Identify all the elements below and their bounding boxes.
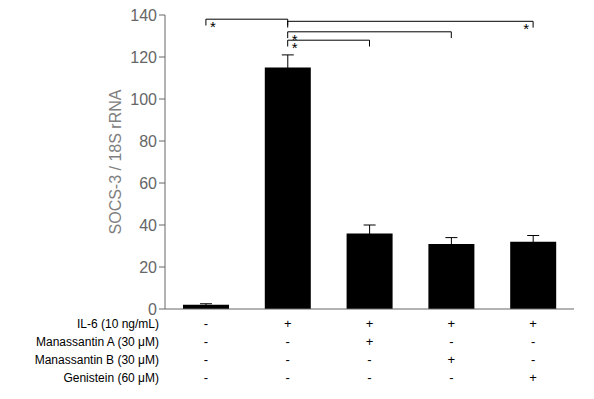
svg-text:SOCS-3 / 18S rRNA: SOCS-3 / 18S rRNA	[107, 89, 124, 234]
svg-text:IL-6 (10 ng/mL): IL-6 (10 ng/mL)	[77, 317, 159, 331]
svg-text:Manassantin A (30 μM): Manassantin A (30 μM)	[36, 335, 159, 349]
svg-text:Manassantin B (30 μM): Manassantin B (30 μM)	[35, 353, 159, 367]
svg-text:-: -	[449, 334, 453, 349]
svg-text:-: -	[286, 352, 290, 367]
svg-text:*: *	[523, 20, 529, 37]
svg-text:20: 20	[139, 259, 157, 276]
svg-text:-: -	[204, 352, 208, 367]
svg-text:-: -	[449, 370, 453, 385]
svg-text:40: 40	[139, 217, 157, 234]
svg-text:+: +	[448, 316, 456, 331]
svg-text:140: 140	[130, 7, 157, 24]
svg-text:80: 80	[139, 133, 157, 150]
svg-text:0: 0	[148, 301, 157, 318]
svg-text:+: +	[366, 334, 374, 349]
svg-text:Genistein (60 μM): Genistein (60 μM)	[63, 371, 159, 385]
svg-text:+: +	[366, 316, 374, 331]
svg-text:*: *	[292, 31, 298, 48]
svg-text:+: +	[284, 316, 292, 331]
svg-text:60: 60	[139, 175, 157, 192]
svg-text:100: 100	[130, 91, 157, 108]
svg-text:+: +	[448, 352, 456, 367]
svg-text:+: +	[529, 316, 537, 331]
svg-text:-: -	[204, 316, 208, 331]
svg-text:-: -	[204, 334, 208, 349]
svg-text:-: -	[531, 352, 535, 367]
svg-text:+: +	[529, 370, 537, 385]
svg-text:-: -	[531, 334, 535, 349]
svg-text:*: *	[210, 18, 216, 35]
svg-text:-: -	[204, 370, 208, 385]
svg-text:-: -	[286, 370, 290, 385]
svg-text:-: -	[367, 352, 371, 367]
svg-text:-: -	[286, 334, 290, 349]
svg-text:120: 120	[130, 49, 157, 66]
svg-text:-: -	[367, 370, 371, 385]
